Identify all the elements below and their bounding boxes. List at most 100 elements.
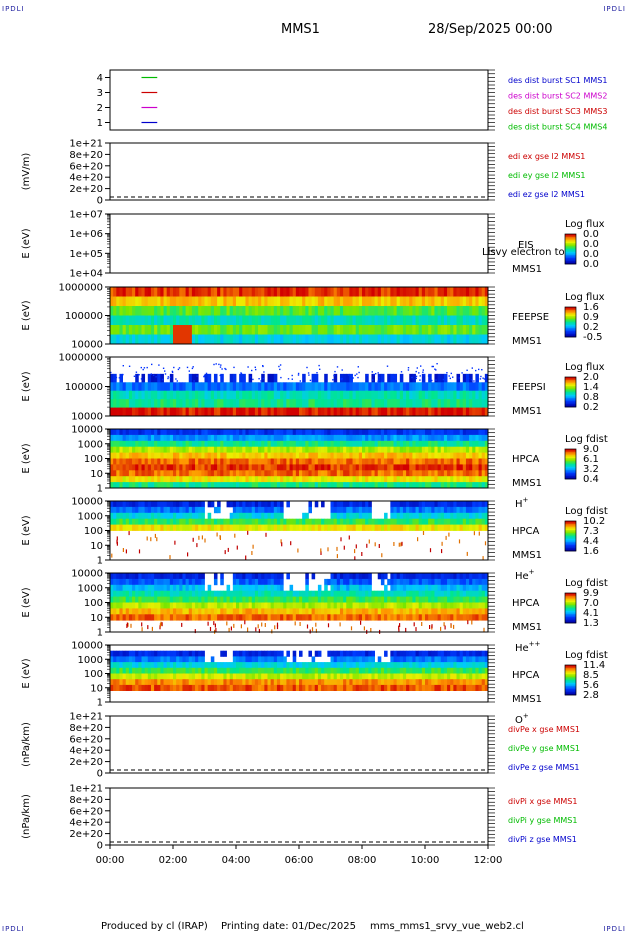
heatmap-cell [402,407,407,417]
heatmap-cell [236,524,240,531]
heatmap-cell [125,458,130,465]
heatmap-cell [254,334,259,345]
heatmap-cell [358,590,363,597]
heatmap-cell [182,667,186,674]
heatmap-cell [346,470,350,477]
heatmap-cell [122,518,127,525]
heatmap-cell [377,602,382,609]
heatmap-cell [352,334,357,345]
heatmap-cell [191,390,196,400]
heatmap-cell [185,679,190,686]
heatmap-cell [236,590,240,597]
heatmap-cell [254,399,259,408]
heatmap-cell [390,524,394,531]
colorbar-segment [565,458,576,460]
heatmap-cell [390,434,394,442]
heatmap-speck [419,375,421,377]
heatmap-cell [393,470,398,477]
colorbar-tick-label: -0.5 [583,332,603,343]
heatmap-cell [425,296,429,307]
heatmap-cell [232,315,237,326]
heatmap-speck [230,626,232,631]
heatmap-cell [254,407,259,417]
heatmap-cell [195,584,199,592]
heatmap-cell [478,596,483,603]
heatmap-cell [327,518,331,525]
heatmap-cell [406,429,410,436]
heatmap-cell [299,476,303,483]
heatmap-speck [280,376,282,379]
heatmap-cell [447,407,451,417]
heatmap-cell [475,470,479,477]
heatmap-cell [220,334,224,345]
heatmap-cell [242,482,246,489]
heatmap-cell [160,390,164,400]
heatmap-cell [173,614,177,621]
heatmap-cell [447,325,451,335]
heatmap-cell [289,325,294,335]
heatmap-cell [447,476,451,483]
heatmap-cell [374,325,379,335]
heatmap-cell [144,512,149,520]
heatmap-cell [141,596,146,603]
heatmap-cell [210,334,215,345]
heatmap-cell [242,382,246,392]
heatmap-cell [365,608,369,615]
heatmap-cell [132,512,136,520]
heatmap-cell [380,476,385,483]
heatmap-cell [125,429,130,436]
heatmap-cell [299,518,303,525]
heatmap-cell [138,446,142,453]
heatmap-cell [478,458,483,465]
heatmap-cell [138,596,142,603]
heatmap-cell [135,578,139,586]
heatmap-cell [185,482,190,489]
heatmap-cell [173,518,177,525]
heatmap-cell [453,573,457,580]
heatmap-speck [125,549,127,554]
heatmap-cell [365,482,369,489]
heatmap-cell [465,399,470,408]
heatmap-cell [110,296,114,307]
heatmap-cell [223,590,227,597]
heatmap-cell [399,512,404,520]
heatmap-cell [245,614,249,621]
heatmap-cell [333,452,338,459]
heatmap-cell [443,373,448,383]
heatmap-cell [217,452,221,459]
heatmap-speck [224,550,226,555]
heatmap-cell [144,334,149,345]
heatmap-cell [374,452,379,459]
heatmap-cell [185,306,190,316]
heatmap-cell [437,602,442,609]
heatmap-cell [453,440,457,448]
heatmap-cell [371,325,375,335]
heatmap-cell [418,470,423,477]
heatmap-cell [236,476,240,483]
heatmap-cell [119,446,123,453]
heatmap-cell [122,458,127,465]
heatmap-cell [415,390,420,400]
heatmap-cell [195,390,199,400]
heatmap-cell [128,518,133,525]
heatmap-speck [143,367,146,369]
heatmap-cell [188,464,193,471]
heatmap-speck [375,373,377,375]
heatmap-cell [478,446,483,453]
heatmap-cell [418,512,423,520]
heatmap-cell [141,602,146,609]
heatmap-cell [182,501,186,508]
heatmap-cell [295,470,300,477]
colorbar-segment [565,540,576,543]
heatmap-cell [176,334,180,345]
heatmap-cell [374,446,379,453]
heatmap-cell [418,306,423,316]
heatmap-cell [289,518,294,525]
heatmap-cell [440,608,445,615]
heatmap-cell [173,399,177,408]
heatmap-cell [283,464,287,471]
heatmap-cell [358,334,363,345]
heatmap-cell [276,501,281,508]
heatmap-cell [415,578,420,586]
heatmap-cell [302,590,306,597]
